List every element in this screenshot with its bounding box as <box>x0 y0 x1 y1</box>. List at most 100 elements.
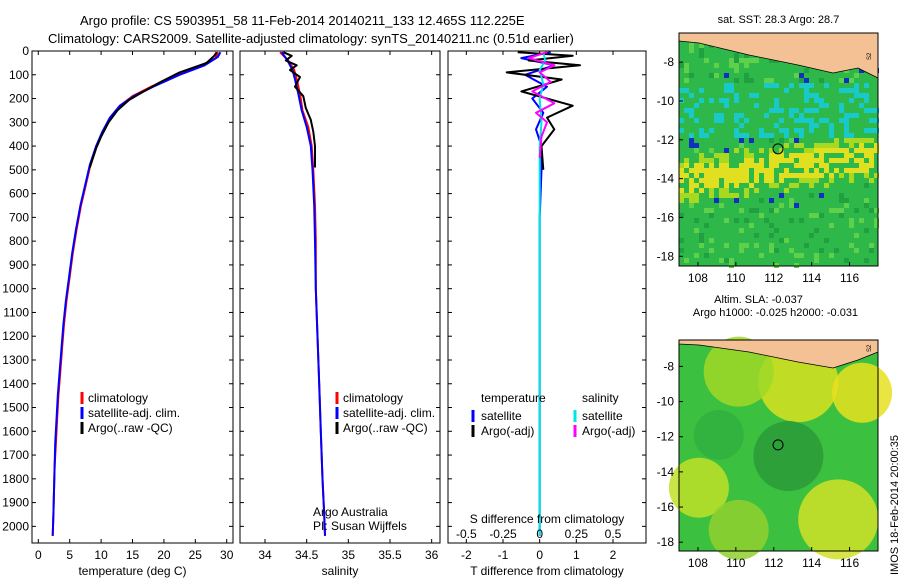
sst-cell <box>689 178 694 183</box>
sst-cell <box>779 193 784 198</box>
sst-cell <box>739 208 744 213</box>
sst-cell <box>809 93 814 98</box>
top-tick-label: 0 <box>536 527 543 541</box>
sst-cell <box>709 168 714 173</box>
sst-cell <box>829 173 834 178</box>
sst-cell <box>799 143 804 148</box>
sst-cell <box>769 153 774 158</box>
sst-cell <box>794 128 799 133</box>
sst-cell <box>679 188 684 193</box>
sst-cell <box>859 163 864 168</box>
lat-tick-label: -14 <box>657 172 675 186</box>
sst-cell <box>869 148 874 153</box>
sst-cell <box>679 213 684 218</box>
depth-tick-label: 400 <box>9 139 29 153</box>
sst-cell <box>859 168 864 173</box>
sst-cell <box>799 118 804 123</box>
sst-cell <box>864 108 869 113</box>
sst-cell <box>789 108 794 113</box>
sst-cell <box>804 68 809 73</box>
lat-tick-label: -18 <box>657 249 675 263</box>
depth-tick-label: 100 <box>9 68 29 82</box>
sst-cell <box>804 93 809 98</box>
sst-cell <box>769 183 774 188</box>
lon-tick-label: 116 <box>840 271 859 285</box>
legend-label: Argo(-adj) <box>481 424 534 438</box>
sst-cell <box>789 183 794 188</box>
sst-cell <box>759 128 764 133</box>
sst-cell <box>699 158 704 163</box>
sst-cell <box>754 188 759 193</box>
sst-cell <box>764 113 769 118</box>
sst-cell <box>809 163 814 168</box>
sst-cell <box>849 113 854 118</box>
sst-cell <box>869 248 874 253</box>
sst-cell <box>844 158 849 163</box>
x-axis-label: salinity <box>322 564 359 578</box>
sst-cell <box>689 108 694 113</box>
sst-cell <box>844 138 849 143</box>
sst-cell <box>764 178 769 183</box>
sst-cell <box>744 218 749 223</box>
sst-cell <box>814 143 819 148</box>
sst-cell <box>729 83 734 88</box>
sst-cell <box>824 168 829 173</box>
sst-cell <box>789 218 794 223</box>
sst-cell <box>754 58 759 63</box>
sst-cell <box>719 113 724 118</box>
x-tick-label: 15 <box>126 548 140 562</box>
sst-cell <box>804 158 809 163</box>
sst-cell <box>794 183 799 188</box>
sst-cell <box>749 183 754 188</box>
sst-cell <box>819 158 824 163</box>
x-tick-label: 5 <box>66 548 73 562</box>
sst-cell <box>869 108 874 113</box>
sst-cell <box>869 208 874 213</box>
x-tick-label: 34 <box>258 548 272 562</box>
sst-cell <box>804 98 809 103</box>
sst-cell <box>724 168 729 173</box>
sst-cell <box>739 58 744 63</box>
sst-cell <box>689 143 694 148</box>
sst-cell <box>799 133 804 138</box>
sst-cell <box>724 103 729 108</box>
sst-cell <box>694 148 699 153</box>
profile-panel-3: -2 -1 0 1 2 T difference from climatology temp… <box>447 50 647 578</box>
sst-cell <box>679 193 684 198</box>
sst-cell <box>874 208 879 213</box>
sst-cell <box>704 158 709 163</box>
sst-cell <box>744 133 749 138</box>
map-title: sat. SST: 28.3 Argo: 28.7 <box>718 14 840 26</box>
sst-cell <box>754 163 759 168</box>
sst-cell <box>689 73 694 78</box>
land-label: S2 <box>867 52 873 60</box>
sst-cell <box>819 148 824 153</box>
sst-cell <box>819 213 824 218</box>
sst-cell <box>689 113 694 118</box>
sst-cell <box>849 168 854 173</box>
sst-cell <box>729 168 734 173</box>
sst-cell <box>724 158 729 163</box>
sst-cell <box>754 233 759 238</box>
sst-cell <box>724 148 729 153</box>
sst-cell <box>739 178 744 183</box>
x-tick-label: 35.5 <box>378 548 402 562</box>
x-axis-label: temperature (deg C) <box>78 564 186 578</box>
sst-cell <box>689 138 694 143</box>
sst-cell <box>734 113 739 118</box>
sst-cell <box>734 178 739 183</box>
sst-cell <box>684 78 689 83</box>
sst-cell <box>689 43 694 48</box>
lat-tick-label: -14 <box>657 465 675 479</box>
sst-cell <box>704 178 709 183</box>
sst-cell <box>789 138 794 143</box>
sst-cell <box>819 173 824 178</box>
sst-cell <box>854 138 859 143</box>
sst-cell <box>689 193 694 198</box>
panel-frame <box>447 50 647 544</box>
sst-cell <box>839 103 844 108</box>
lat-tick-label: -8 <box>663 55 674 69</box>
sst-cell <box>689 168 694 173</box>
depth-tick-label: 900 <box>9 258 29 272</box>
sst-cell <box>729 58 734 63</box>
